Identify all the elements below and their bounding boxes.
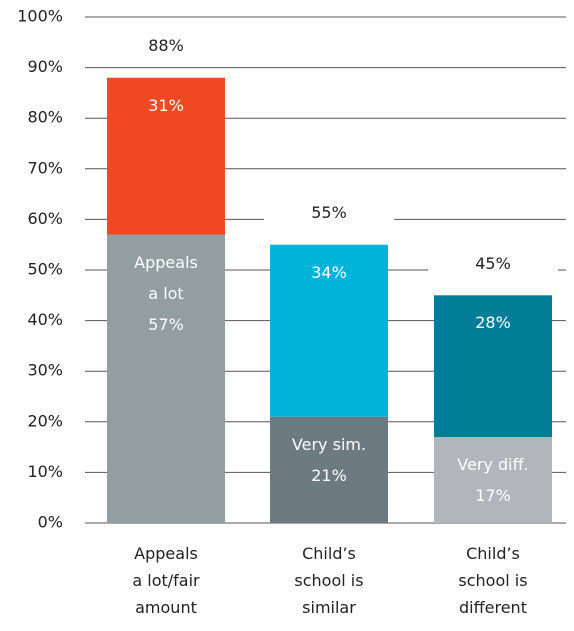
segment-label-group: 31% — [107, 90, 225, 121]
y-tick-label: 90% — [27, 57, 63, 76]
total-label-bg — [101, 33, 231, 60]
y-tick-label: 0% — [38, 513, 63, 532]
y-tick-label: 80% — [27, 108, 63, 127]
segment-label-group: 28% — [434, 307, 552, 338]
y-tick-label: 100% — [17, 7, 63, 26]
value-label: 17% — [475, 485, 511, 505]
x-tick-label: Child’s school is different — [458, 544, 528, 617]
segment-label: Appeals a lot — [134, 252, 198, 303]
bar-segment — [270, 244, 388, 417]
segment-label-group: Appeals a lot 57% — [107, 247, 225, 340]
total-label: 55% — [311, 203, 347, 222]
bar-segment — [434, 436, 552, 523]
y-tick-label: 40% — [27, 310, 63, 329]
value-label: 21% — [311, 465, 347, 485]
y-tick-label: 20% — [27, 411, 63, 430]
bar-segment — [107, 77, 225, 235]
value-label: 28% — [475, 313, 511, 333]
value-label: 34% — [311, 262, 347, 282]
bar-segment — [270, 416, 388, 523]
bar-segment — [107, 234, 225, 523]
segment-label: Very sim. — [291, 434, 367, 454]
segment-label-group: Very sim. 21% — [270, 429, 388, 491]
y-tick-label: 10% — [27, 462, 63, 481]
x-tick-label: Child’s school is similar — [294, 544, 364, 617]
value-label: 31% — [148, 95, 184, 115]
y-tick-label: 30% — [27, 361, 63, 380]
segment-label-group: 34% — [270, 257, 388, 288]
bar-segment — [434, 295, 552, 437]
total-label-bg — [428, 251, 558, 278]
x-tick-label: Appeals a lot/fair amount — [132, 544, 200, 617]
segment-label: Very diff. — [457, 454, 529, 474]
total-label-bg — [264, 200, 394, 227]
y-tick-label: 70% — [27, 158, 63, 177]
y-tick-label: 60% — [27, 209, 63, 228]
y-tick-label: 50% — [27, 260, 63, 279]
total-label: 88% — [148, 36, 184, 55]
value-label: 57% — [148, 314, 184, 334]
total-label: 45% — [475, 254, 511, 273]
segment-label-group: Very diff. 17% — [434, 449, 552, 511]
